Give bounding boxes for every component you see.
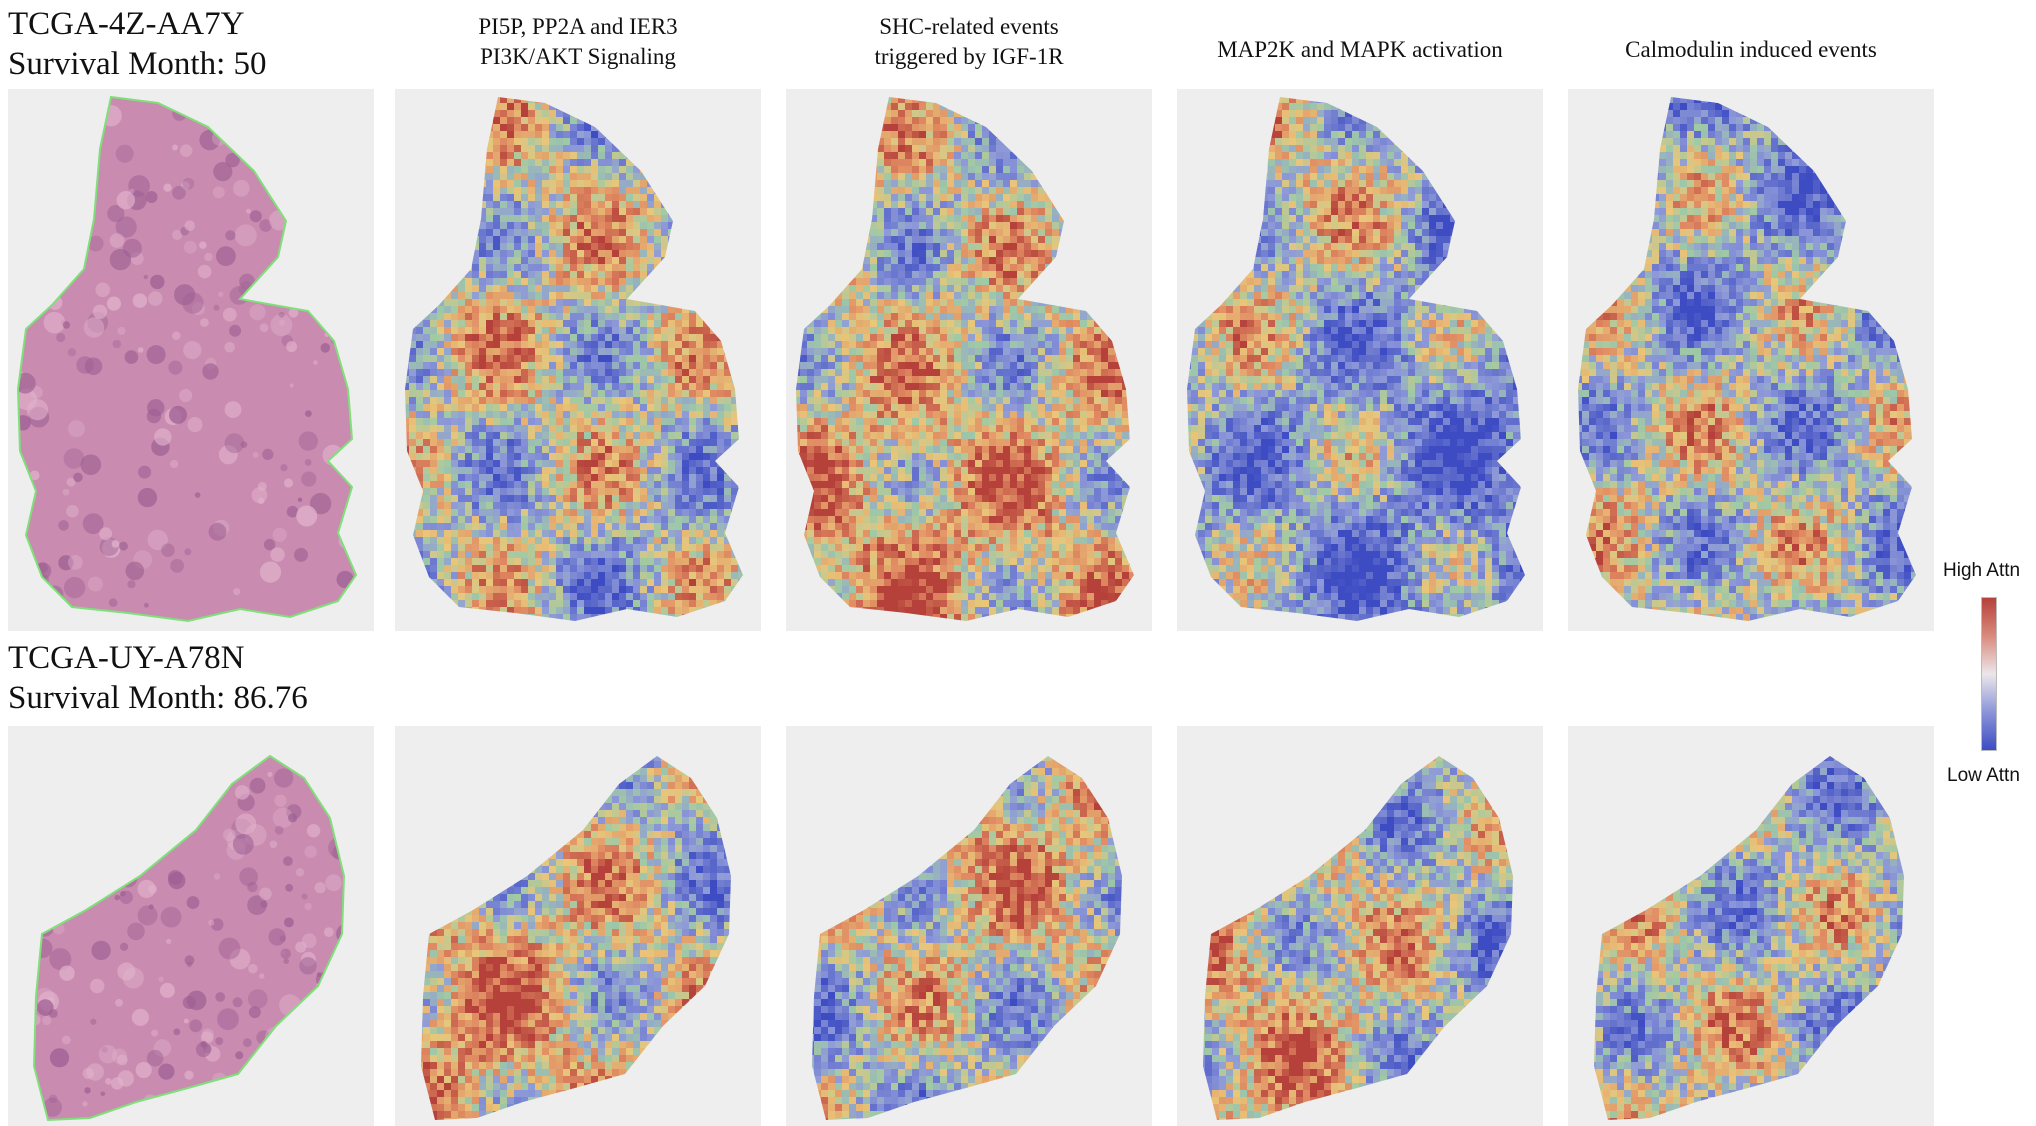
column-title-1-line-2: PI3K/AKT Signaling — [395, 42, 761, 72]
column-title-2-line-1: SHC-related events — [786, 12, 1152, 42]
attention-colorbar — [1981, 597, 1997, 751]
case-1-id: TCGA-4Z-AA7Y — [8, 4, 267, 44]
legend-high-label: High Attn — [1943, 560, 2020, 582]
case-2-he-slide — [8, 726, 374, 1126]
legend-low-label: Low Attn — [1947, 765, 2020, 787]
case-2-label: TCGA-UY-A78N Survival Month: 86.76 — [8, 638, 308, 718]
case-2-heatmap-map2k-mapk — [1177, 726, 1543, 1126]
case-1-heatmap-pi3k-akt — [395, 89, 761, 631]
column-title-4: Calmodulin induced events — [1568, 35, 1934, 65]
case-1-survival: Survival Month: 50 — [8, 44, 267, 84]
case-1-heatmap-map2k-mapk — [1177, 89, 1543, 631]
column-title-2: SHC-related events triggered by IGF-1R — [786, 12, 1152, 72]
case-2-survival: Survival Month: 86.76 — [8, 678, 308, 718]
case-1-label: TCGA-4Z-AA7Y Survival Month: 50 — [8, 4, 267, 84]
case-2-heatmap-shc-igf1r — [786, 726, 1152, 1126]
column-title-1-line-1: PI5P, PP2A and IER3 — [395, 12, 761, 42]
case-1-heatmap-shc-igf1r — [786, 89, 1152, 631]
case-2-id: TCGA-UY-A78N — [8, 638, 308, 678]
case-2-heatmap-calmodulin — [1568, 726, 1934, 1126]
case-1-heatmap-calmodulin — [1568, 89, 1934, 631]
column-title-1: PI5P, PP2A and IER3 PI3K/AKT Signaling — [395, 12, 761, 72]
column-title-3: MAP2K and MAPK activation — [1177, 35, 1543, 65]
column-title-2-line-2: triggered by IGF-1R — [786, 42, 1152, 72]
case-1-he-slide — [8, 89, 374, 631]
case-2-heatmap-pi3k-akt — [395, 726, 761, 1126]
